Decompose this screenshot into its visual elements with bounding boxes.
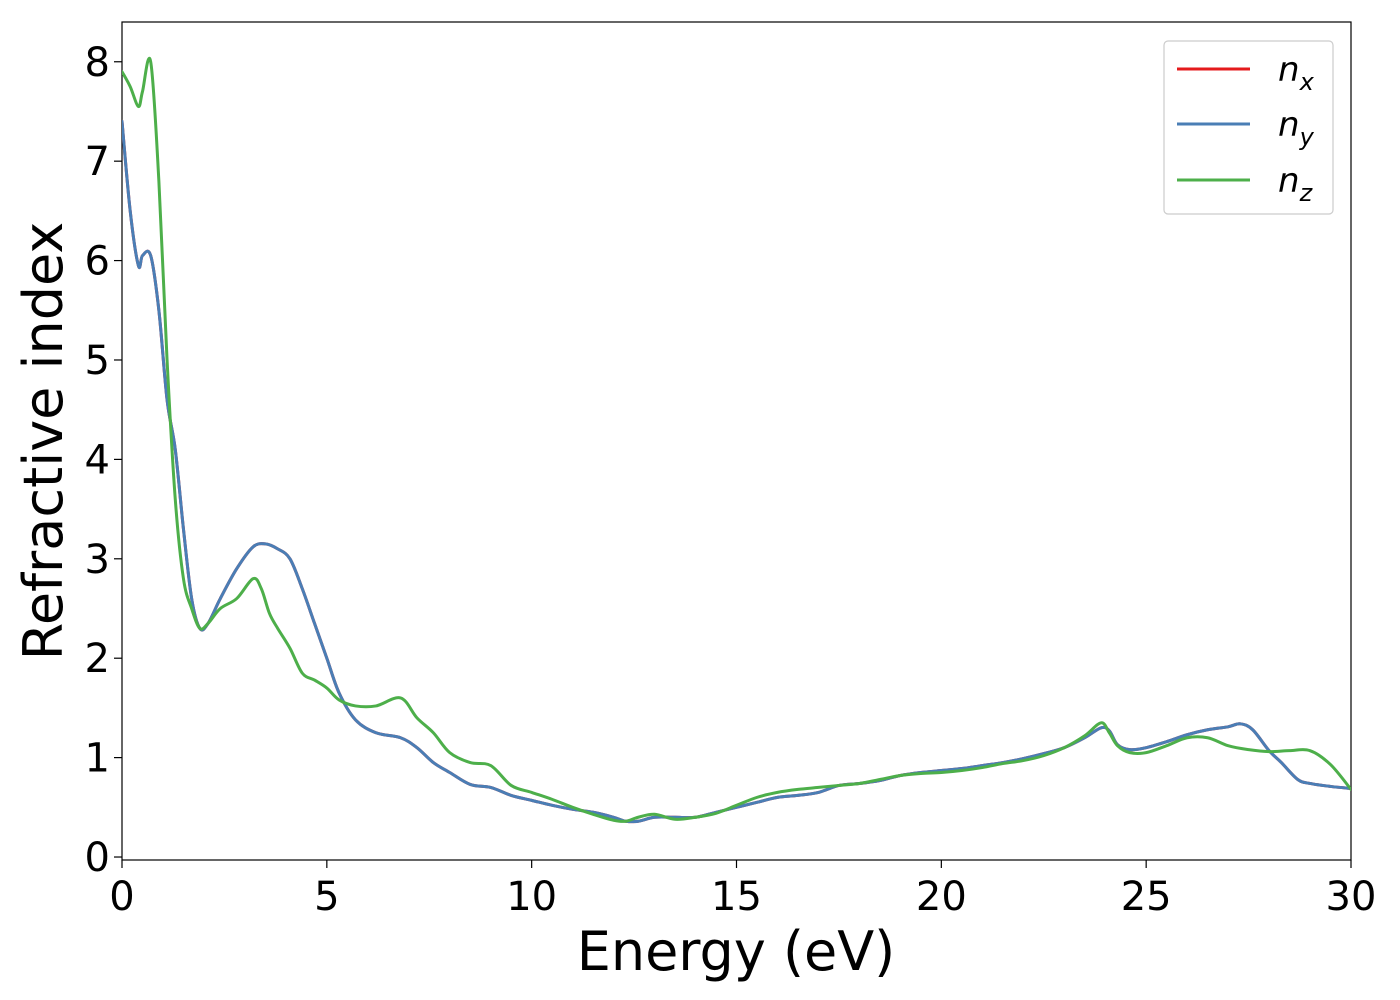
legend-entries: nx ny nz — [1177, 50, 1315, 207]
x-tick-label: 30 — [1326, 874, 1377, 920]
x-tick-label: 15 — [711, 874, 762, 920]
y-tick-label: 3 — [85, 537, 110, 583]
series-line-n-z — [122, 56, 1351, 823]
y-tick-label: 7 — [85, 139, 110, 185]
legend-label-n-y: ny — [1278, 105, 1315, 151]
x-axis-ticks: 0 5 10 15 20 25 30 — [109, 860, 1376, 920]
y-tick-label: 0 — [85, 835, 110, 881]
y-tick-label: 4 — [85, 437, 110, 483]
y-tick-label: 8 — [85, 40, 110, 86]
legend-label-n-x: nx — [1278, 50, 1315, 96]
x-axis-title: Energy (eV) — [577, 920, 896, 983]
legend-box — [1163, 40, 1334, 215]
y-tick-label: 6 — [85, 239, 110, 285]
series-layer — [122, 56, 1351, 824]
x-tick-label: 0 — [109, 874, 134, 920]
plot-area — [121, 21, 1352, 861]
series-line-n-y — [122, 119, 1351, 824]
legend-label-n-z: nz — [1278, 161, 1314, 207]
y-tick-label: 2 — [85, 636, 110, 682]
legend: nx ny nz — [1163, 40, 1334, 215]
y-tick-label: 1 — [85, 736, 110, 782]
x-tick-label: 5 — [314, 874, 339, 920]
axes-frame — [121, 21, 1352, 861]
y-axis-ticks: 0 1 2 3 4 5 6 7 8 — [85, 40, 122, 881]
y-axis-title: Refractive index — [12, 222, 75, 661]
y-tick-label: 5 — [85, 338, 110, 384]
x-tick-label: 20 — [916, 874, 967, 920]
x-tick-label: 25 — [1121, 874, 1172, 920]
x-tick-label: 10 — [506, 874, 557, 920]
